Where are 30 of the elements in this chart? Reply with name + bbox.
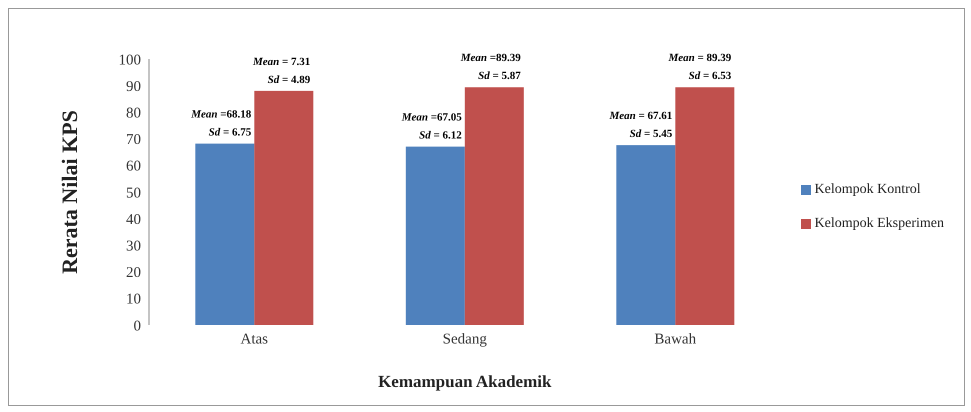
data-label: Mean = 67.61 Sd = 5.45 [608,110,673,140]
y-tick-label: 10 [126,292,141,308]
bar [464,87,524,325]
x-tick-label: Atas [240,332,268,348]
bar [406,146,465,325]
x-axis-title: Kemampuan Akademik [378,372,552,391]
data-label: Mean =68.18 Sd = 6.75 [190,108,252,139]
y-tick-label: 20 [126,265,141,282]
y-tick-label: 100 [118,52,141,68]
y-tick-label: 50 [126,185,141,202]
legend-label: Kelompok Eksperimen [814,216,944,231]
y-tick-label: 30 [126,238,141,255]
y-tick-label: 40 [126,212,141,228]
y-tick-label: 60 [126,158,141,175]
y-axis-title: Rerata Nilai KPS [56,110,82,274]
data-label: Mean = 7.31 Sd = 4.89 [252,56,311,86]
bar [254,90,314,325]
legend-label: Kelompok Kontrol [814,182,921,197]
x-tick-label: Sedang [442,332,488,348]
y-tick-label: 0 [134,318,141,334]
data-label: Mean =89.39 Sd = 5.87 [460,52,522,82]
y-tick-label: 90 [126,78,141,95]
x-tick-label: Bawah [654,332,697,348]
y-tick-label: 70 [126,132,141,148]
bar [616,145,676,325]
data-label: Mean = 89.39 Sd = 6.53 [668,52,732,82]
y-tick-label: 80 [126,106,141,122]
bar [675,87,734,325]
bar [195,144,254,325]
data-label: Mean =67.05 Sd = 6.12 [400,112,462,142]
